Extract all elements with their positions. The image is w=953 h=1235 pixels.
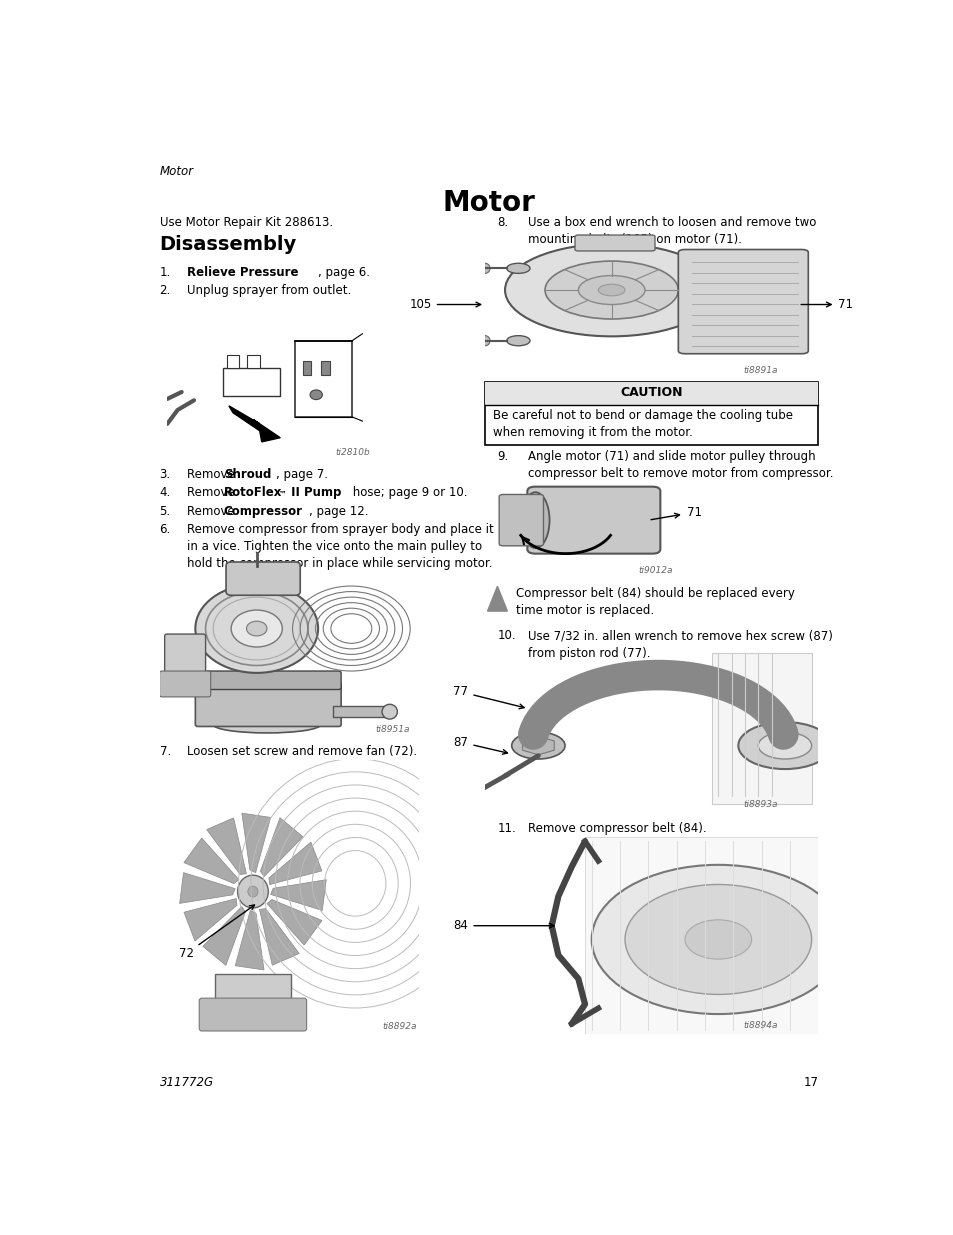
Text: mounting bolts (105) on motor (71).: mounting bolts (105) on motor (71). [528,233,741,246]
FancyBboxPatch shape [484,382,818,405]
Text: Use Motor Repair Kit 288613.: Use Motor Repair Kit 288613. [159,216,333,228]
Text: from piston rod (77).: from piston rod (77). [528,647,650,659]
Text: Remove compressor belt (84).: Remove compressor belt (84). [528,823,706,835]
Text: II Pump: II Pump [286,487,340,499]
Text: Shroud: Shroud [224,468,271,480]
Text: 4.: 4. [159,487,171,499]
FancyBboxPatch shape [484,382,818,445]
Text: Disassembly: Disassembly [159,235,296,254]
Text: when removing it from the motor.: when removing it from the motor. [493,426,692,440]
Text: Be careful not to bend or damage the cooling tube: Be careful not to bend or damage the coo… [493,409,792,422]
Text: Remove: Remove [187,468,238,480]
Text: 3.: 3. [159,468,171,480]
Text: Loosen set screw and remove fan (72).: Loosen set screw and remove fan (72). [187,745,417,758]
Text: Use a box end wrench to loosen and remove two: Use a box end wrench to loosen and remov… [528,216,816,228]
Text: , page 12.: , page 12. [309,505,368,517]
Text: hose; page 9 or 10.: hose; page 9 or 10. [348,487,467,499]
Text: 2.: 2. [159,284,171,298]
Text: 8.: 8. [497,216,508,228]
Text: 311772G: 311772G [159,1076,213,1089]
Text: Compressor belt (84) should be replaced every: Compressor belt (84) should be replaced … [516,587,794,600]
Text: 1.: 1. [159,266,171,279]
Text: Angle motor (71) and slide motor pulley through: Angle motor (71) and slide motor pulley … [528,450,815,463]
Text: 17: 17 [802,1076,818,1089]
Text: Remove: Remove [187,487,238,499]
Text: in a vice. Tighten the vice onto the main pulley to: in a vice. Tighten the vice onto the mai… [187,540,482,553]
Text: , page 6.: , page 6. [317,266,369,279]
Text: compressor belt to remove motor from compressor.: compressor belt to remove motor from com… [528,467,833,480]
Text: ™: ™ [278,490,286,499]
Text: Compressor: Compressor [224,505,302,517]
Text: 7.: 7. [159,745,171,758]
Text: Motor: Motor [159,165,193,178]
Text: Remove: Remove [187,505,238,517]
Text: Remove compressor from sprayer body and place it: Remove compressor from sprayer body and … [187,524,494,536]
Text: CAUTION: CAUTION [619,387,682,399]
Text: Use 7/32 in. allen wrench to remove hex screw (87): Use 7/32 in. allen wrench to remove hex … [528,630,833,642]
Text: 9.: 9. [497,450,508,463]
Text: , page 7.: , page 7. [275,468,328,480]
Text: time motor is replaced.: time motor is replaced. [516,604,654,618]
Text: 5.: 5. [159,505,171,517]
Text: Relieve Pressure: Relieve Pressure [187,266,298,279]
Text: Motor: Motor [442,189,535,217]
Text: Unplug sprayer from outlet.: Unplug sprayer from outlet. [187,284,352,298]
Text: 10.: 10. [497,630,516,642]
Text: RotoFlex: RotoFlex [224,487,282,499]
Text: 6.: 6. [159,524,171,536]
Text: hold the compressor in place while servicing motor.: hold the compressor in place while servi… [187,557,493,571]
Text: 11.: 11. [497,823,516,835]
